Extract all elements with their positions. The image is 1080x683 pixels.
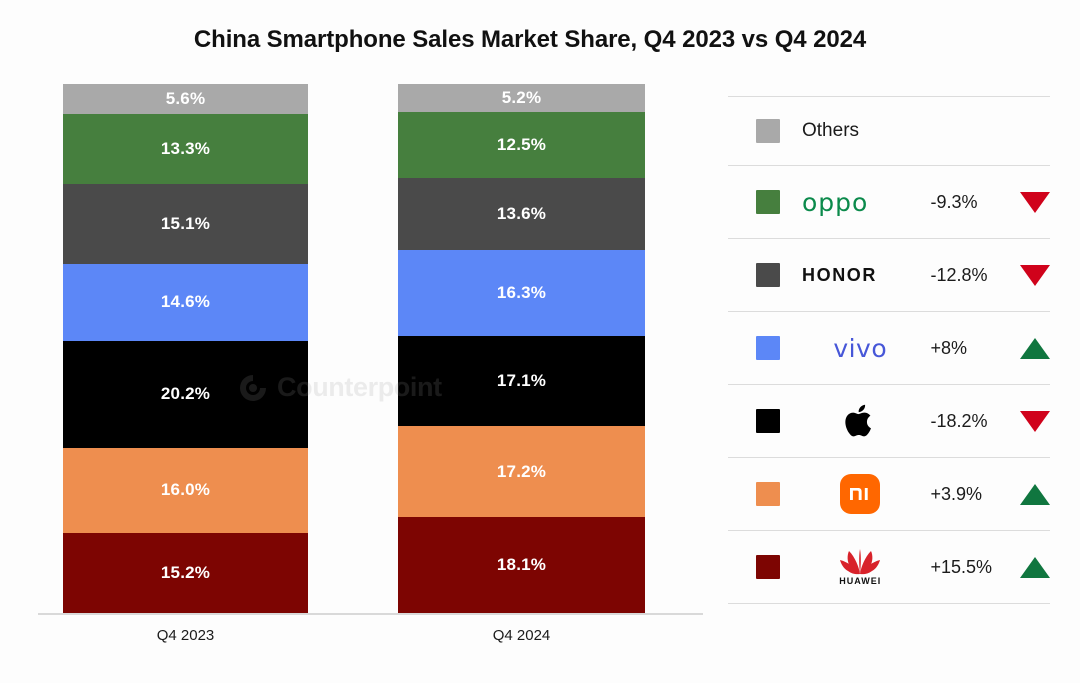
bar-segment-vivo[interactable]: 16.3% xyxy=(398,249,645,336)
legend-row-vivo[interactable]: vivo +8% xyxy=(728,312,1050,384)
bar-segment-label: 18.1% xyxy=(496,555,547,575)
legend-divider xyxy=(728,311,1050,312)
legend-divider xyxy=(728,238,1050,239)
bar-segment-label: 14.6% xyxy=(160,292,211,312)
apple-logo-icon xyxy=(802,401,918,441)
legend-swatch-huawei xyxy=(756,555,780,579)
legend-swatch-oppo xyxy=(756,190,780,214)
legend-swatch-xiaomi xyxy=(756,482,780,506)
bar-segment-label: 15.1% xyxy=(160,213,211,233)
trend-down-icon xyxy=(1019,191,1050,213)
legend-row-others[interactable]: Others xyxy=(728,97,1050,165)
stacked-bar: 5.2% 12.5% 13.6% 16.3% 17.1% 17.2% xyxy=(398,84,645,613)
bar-segment-xiaomi[interactable]: 16.0% xyxy=(63,447,308,533)
stacked-bar: 5.6% 13.3% 15.1% 14.6% 20.2% 16.0% xyxy=(63,84,308,613)
bar-segment-label: 5.6% xyxy=(165,88,206,108)
trend-up-icon xyxy=(1019,556,1050,578)
bar-segment-label: 15.2% xyxy=(160,562,211,582)
vivo-logo-icon: vivo xyxy=(802,328,918,368)
axis-tick-q4-2023: Q4 2023 xyxy=(156,627,215,644)
legend-row-huawei[interactable]: HUAWEI +15.5% xyxy=(728,531,1050,603)
legend-delta-xiaomi: +3.9% xyxy=(930,483,983,504)
legend-divider xyxy=(728,457,1050,458)
trend-up-icon xyxy=(1019,337,1050,359)
bar-segment-oppo[interactable]: 12.5% xyxy=(398,111,645,178)
bar-segment-others[interactable]: 5.2% xyxy=(398,84,645,112)
bar-segment-label: 16.3% xyxy=(496,282,547,302)
huawei-logo-text: HUAWEI xyxy=(839,575,882,586)
legend-delta-vivo: +8% xyxy=(930,337,968,358)
legend-divider xyxy=(728,603,1050,604)
plot-area: 5.6% 13.3% 15.1% 14.6% 20.2% 16.0% xyxy=(0,84,710,619)
honor-logo-icon: HONOR xyxy=(802,255,918,295)
legend-divider xyxy=(728,165,1050,166)
bar-segment-xiaomi[interactable]: 17.2% xyxy=(398,426,645,518)
bar-segment-label: 5.2% xyxy=(501,87,542,107)
legend-swatch-honor xyxy=(756,263,780,287)
bar-segment-apple[interactable]: 20.2% xyxy=(63,341,308,448)
bar-segment-label: 16.0% xyxy=(160,480,211,500)
legend-row-apple[interactable]: -18.2% xyxy=(728,385,1050,457)
legend-label-others: Others xyxy=(802,120,860,141)
page-title: China Smartphone Sales Market Share, Q4 … xyxy=(193,26,867,53)
bar-segment-label: 13.3% xyxy=(160,138,211,158)
bar-group-q4-2024: 5.2% 12.5% 13.6% 16.3% 17.1% 17.2% xyxy=(398,84,645,613)
axis-tick-q4-2024: Q4 2024 xyxy=(492,627,551,644)
legend-delta-honor: -12.8% xyxy=(930,264,988,285)
legend-divider xyxy=(728,96,1050,97)
trend-down-icon xyxy=(1019,410,1050,432)
oppo-logo-icon: oppo xyxy=(802,182,918,222)
bar-segment-others[interactable]: 5.6% xyxy=(63,84,308,114)
xiaomi-logo-icon xyxy=(802,474,918,514)
bar-segment-honor[interactable]: 15.1% xyxy=(63,183,308,264)
bar-segment-apple[interactable]: 17.1% xyxy=(398,335,645,427)
bar-group-q4-2023: 5.6% 13.3% 15.1% 14.6% 20.2% 16.0% xyxy=(63,84,308,613)
legend-divider xyxy=(728,384,1050,385)
bar-segment-huawei[interactable]: 18.1% xyxy=(398,517,645,613)
bar-segment-label: 17.2% xyxy=(496,461,547,481)
axis-baseline xyxy=(38,613,703,615)
legend-delta-apple: -18.2% xyxy=(930,410,988,431)
legend-delta-huawei: +15.5% xyxy=(930,556,993,577)
bar-segment-label: 17.1% xyxy=(496,371,547,390)
honor-logo-text: HONOR xyxy=(802,264,877,285)
bar-segment-huawei[interactable]: 15.2% xyxy=(63,532,308,613)
trend-down-icon xyxy=(1019,264,1050,286)
legend-delta-oppo: -9.3% xyxy=(930,191,978,212)
legend-row-xiaomi[interactable]: +3.9% xyxy=(728,458,1050,530)
legend: Others oppo -9.3% HONOR -12.8% xyxy=(728,96,1050,604)
legend-swatch-others xyxy=(756,119,780,143)
bar-segment-vivo[interactable]: 14.6% xyxy=(63,263,308,342)
bar-segment-label: 12.5% xyxy=(496,134,547,154)
legend-row-oppo[interactable]: oppo -9.3% xyxy=(728,166,1050,238)
bar-segment-label: 13.6% xyxy=(496,203,547,223)
bar-segment-oppo[interactable]: 13.3% xyxy=(63,113,308,184)
trend-up-icon xyxy=(1019,483,1050,505)
huawei-logo-icon: HUAWEI xyxy=(802,547,918,587)
legend-swatch-vivo xyxy=(756,336,780,360)
oppo-logo-text: oppo xyxy=(802,187,869,217)
legend-divider xyxy=(728,530,1050,531)
bar-segment-honor[interactable]: 13.6% xyxy=(398,177,645,250)
legend-swatch-apple xyxy=(756,409,780,433)
bar-segment-label: 20.2% xyxy=(160,384,211,404)
vivo-logo-text: vivo xyxy=(833,333,888,363)
legend-row-honor[interactable]: HONOR -12.8% xyxy=(728,239,1050,311)
